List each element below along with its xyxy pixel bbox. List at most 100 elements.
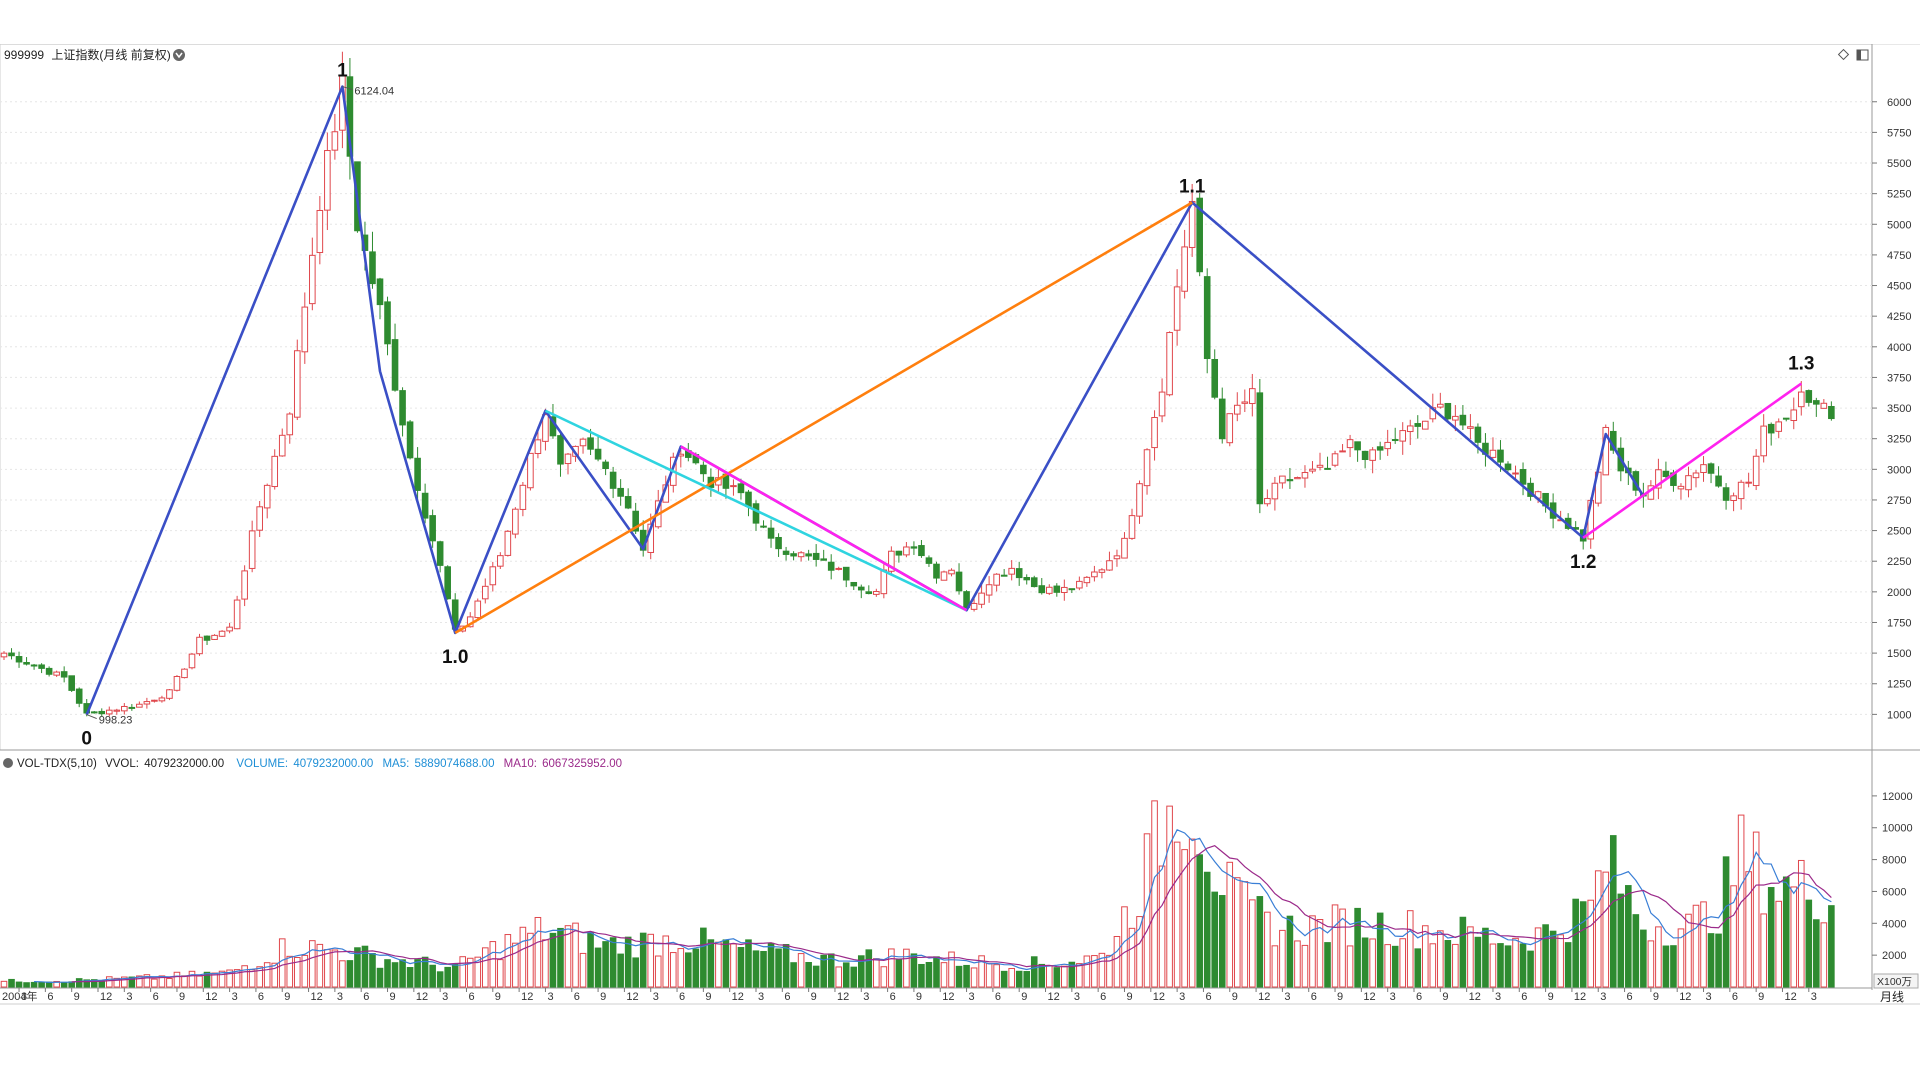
symbol-name: 上证指数(月线 前复权) xyxy=(51,47,170,62)
candle-body xyxy=(1399,430,1407,442)
candle-body xyxy=(1406,425,1414,433)
candle-body xyxy=(888,550,895,572)
volume-bar xyxy=(1609,835,1617,988)
volume-bar xyxy=(1203,871,1211,988)
time-tick-label: 12 xyxy=(416,991,428,1003)
volume-bar xyxy=(895,959,903,988)
candle-body xyxy=(105,709,113,715)
candle-body xyxy=(767,527,775,539)
volume-bar xyxy=(888,948,895,988)
symbol-title[interactable]: 999999 上证指数(月线 前复权) xyxy=(4,47,171,62)
time-tick-label: 6 xyxy=(1205,991,1211,1003)
volume-bar xyxy=(1707,933,1715,988)
volume-bar xyxy=(23,982,30,988)
period-label[interactable]: 月线 xyxy=(1880,990,1904,1004)
chart-canvas[interactable]: 1000 1250 1500 1750 2000 2250 2500 2750 3000 3250… xyxy=(0,44,1920,1006)
volume-bar xyxy=(940,962,948,988)
volume-bar xyxy=(38,982,45,988)
volume-bar xyxy=(564,925,572,988)
annotation-label: 6124.04 xyxy=(354,86,394,98)
volume-bar xyxy=(865,949,873,988)
volume-bar xyxy=(1331,904,1339,988)
candle-body xyxy=(812,552,820,560)
volume-bar xyxy=(1249,899,1256,988)
candle-body xyxy=(1121,537,1128,559)
candle-body xyxy=(857,586,865,591)
volume-bar xyxy=(1301,944,1309,988)
volume-bar xyxy=(519,926,527,988)
candle-body xyxy=(181,668,188,679)
candle-body xyxy=(948,569,955,575)
volume-bar xyxy=(579,952,587,988)
panel-toggle-icon[interactable] xyxy=(1856,49,1869,61)
volume-bar xyxy=(504,934,512,988)
diamond-icon[interactable] xyxy=(1837,48,1850,61)
chevron-down-icon[interactable] xyxy=(173,49,185,61)
time-tick-label: 12 xyxy=(100,991,112,1003)
candle-body xyxy=(1091,571,1098,578)
volume-bar xyxy=(1286,915,1294,988)
volume-bar xyxy=(1602,871,1610,988)
volume-bar xyxy=(1512,937,1519,988)
volume-bar xyxy=(1038,963,1046,988)
candle-body xyxy=(1218,398,1226,440)
candle-body xyxy=(429,515,436,542)
volume-bar xyxy=(361,945,369,988)
volume-bar xyxy=(1391,945,1399,988)
candle-body xyxy=(835,567,843,570)
price-tick-label: 4000 xyxy=(1887,342,1911,354)
candle-body xyxy=(1068,588,1076,591)
volume-bar xyxy=(211,972,218,988)
candle-body xyxy=(970,602,978,610)
volume-bar xyxy=(677,948,685,988)
volume-tick-label: 8000 xyxy=(1882,855,1906,867)
volume-bar xyxy=(978,955,985,988)
volume-bar xyxy=(233,969,241,988)
candle-body xyxy=(1715,475,1722,487)
time-tick-label: 3 xyxy=(758,991,764,1003)
candle-body xyxy=(309,254,316,305)
volume-bar xyxy=(1361,937,1369,988)
candle-body xyxy=(1324,467,1331,470)
volume-bar xyxy=(226,969,233,988)
volume-bar xyxy=(1233,877,1241,988)
volume-bar xyxy=(1076,963,1083,988)
volume-bar xyxy=(1572,898,1579,988)
candle-body xyxy=(827,561,835,571)
volume-bar xyxy=(527,932,534,988)
candle-body xyxy=(1158,391,1166,417)
volume-bar xyxy=(700,927,707,988)
candle-body xyxy=(15,656,23,663)
volume-bar xyxy=(309,940,316,988)
volume-bar xyxy=(1587,899,1595,988)
candle-body xyxy=(865,591,873,595)
annotation-leader xyxy=(342,86,353,91)
time-tick-label: 3 xyxy=(126,991,132,1003)
candle-body xyxy=(1459,414,1467,426)
volume-bar xyxy=(1045,965,1053,988)
volume-bar xyxy=(1760,913,1767,988)
candle-body xyxy=(233,599,241,630)
candle-body xyxy=(489,566,497,586)
candle-body xyxy=(519,484,527,510)
time-tick-label: 3 xyxy=(1600,991,1606,1003)
candle-body xyxy=(1316,464,1324,468)
volume-menu-icon[interactable] xyxy=(3,758,13,768)
volume-bar xyxy=(391,962,399,988)
candle-body xyxy=(873,590,880,595)
volume-axis-ticks: 2000 4000 6000 8000 10000 12000 xyxy=(1872,791,1913,962)
volume-bar xyxy=(1519,943,1527,988)
time-tick-label: 6 xyxy=(363,991,369,1003)
candle-body xyxy=(955,571,963,592)
volume-bar xyxy=(248,969,256,988)
price-tick-label: 5250 xyxy=(1887,189,1911,201)
volume-bar xyxy=(812,965,820,988)
price-gridlines xyxy=(0,101,1872,715)
candle-body xyxy=(1391,439,1399,442)
volume-bar xyxy=(1542,924,1549,988)
volume-bar xyxy=(474,956,482,988)
price-tick-label: 3250 xyxy=(1887,434,1911,446)
volume-bar xyxy=(534,916,542,988)
volume-bar xyxy=(196,975,203,988)
wave-line xyxy=(680,445,968,612)
